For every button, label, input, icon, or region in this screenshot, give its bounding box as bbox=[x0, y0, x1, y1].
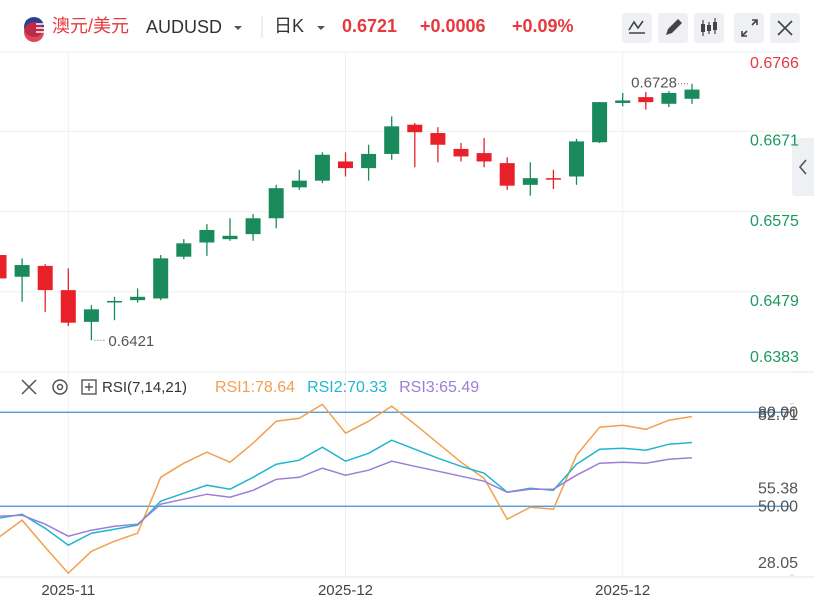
candle-body bbox=[545, 178, 561, 180]
max-label: 0.6728 bbox=[631, 75, 677, 92]
draw-button[interactable] bbox=[658, 13, 688, 43]
candle-body bbox=[569, 141, 584, 177]
symbol[interactable]: AUDUSD bbox=[146, 17, 222, 37]
candle-body bbox=[661, 92, 677, 104]
indicator-button[interactable] bbox=[622, 13, 652, 43]
candle-body bbox=[407, 124, 423, 133]
toolbar bbox=[622, 13, 800, 43]
candle-body bbox=[60, 290, 76, 323]
x-tick-label: 2025-12 bbox=[318, 582, 373, 599]
candle-body bbox=[107, 300, 122, 303]
pair-name: 澳元/美元 bbox=[52, 16, 129, 36]
candle-body bbox=[476, 153, 492, 162]
rsi-title: RSI(7,14,21) bbox=[102, 379, 187, 396]
rsi-line bbox=[0, 439, 693, 547]
candle-body bbox=[222, 235, 238, 240]
candle-body bbox=[83, 309, 99, 322]
y-tick-label: 0.6766 bbox=[750, 55, 799, 72]
legend-entry: RSI3:65.49 bbox=[399, 379, 479, 396]
x-tick-label: 2025-12 bbox=[595, 582, 650, 599]
chart-type-button[interactable] bbox=[694, 13, 724, 43]
candle-body bbox=[384, 126, 400, 154]
candle-body bbox=[37, 265, 53, 291]
y-tick-label: 0.6383 bbox=[750, 349, 799, 366]
candle-body bbox=[0, 255, 7, 279]
candle-body bbox=[153, 258, 169, 299]
candle-body bbox=[453, 148, 469, 157]
candle-body bbox=[291, 180, 307, 188]
candle-body bbox=[199, 229, 215, 243]
candle-body bbox=[338, 161, 353, 169]
period-dropdown[interactable] bbox=[317, 26, 325, 30]
remove-indicator-button[interactable] bbox=[21, 379, 37, 395]
candle-body bbox=[638, 97, 654, 103]
expand-button[interactable] bbox=[81, 379, 97, 395]
symbol-dropdown[interactable] bbox=[234, 26, 242, 30]
candle-body bbox=[314, 154, 330, 181]
candle-body bbox=[130, 296, 146, 301]
rsi-line bbox=[0, 403, 693, 575]
candle-body bbox=[499, 163, 515, 186]
candle-body bbox=[615, 100, 631, 103]
candle-body bbox=[245, 218, 261, 235]
price-change-pct: +0.09% bbox=[512, 16, 574, 36]
last-price: 0.6721 bbox=[342, 16, 397, 36]
candle-body bbox=[684, 89, 700, 99]
legend-entry: RSI2:70.33 bbox=[307, 379, 387, 396]
y-tick-label: 82.71 bbox=[758, 407, 798, 424]
price-change: +0.0006 bbox=[420, 16, 486, 36]
fullscreen-button[interactable] bbox=[734, 13, 764, 43]
candle-body bbox=[268, 188, 284, 219]
y-tick-label: 0.6479 bbox=[750, 293, 799, 310]
candle-body bbox=[14, 265, 30, 277]
min-label: 0.6421 bbox=[108, 333, 154, 350]
y-tick-label: 55.38 bbox=[758, 481, 798, 498]
legend-entry: RSI1:78.64 bbox=[215, 379, 295, 396]
rsi-line bbox=[0, 456, 693, 537]
candle-body bbox=[522, 178, 538, 185]
candle-body bbox=[361, 153, 377, 169]
candle-body bbox=[176, 243, 192, 257]
settings-button[interactable] bbox=[52, 379, 68, 395]
close-button[interactable] bbox=[770, 13, 800, 43]
y-tick-label: 28.05 bbox=[758, 555, 798, 572]
candle-body bbox=[592, 102, 608, 143]
level-label: 80.00 bbox=[758, 404, 798, 421]
flag-icon bbox=[24, 17, 44, 42]
level-label: 50.00 bbox=[758, 498, 798, 515]
y-tick-label: 0.6671 bbox=[750, 133, 799, 150]
period[interactable]: 日K bbox=[274, 16, 304, 36]
side-collapse-tab[interactable] bbox=[792, 138, 814, 196]
y-tick-label: 0.6575 bbox=[750, 213, 799, 230]
candle-body bbox=[430, 133, 446, 145]
x-tick-label: 2025-11 bbox=[41, 582, 95, 599]
